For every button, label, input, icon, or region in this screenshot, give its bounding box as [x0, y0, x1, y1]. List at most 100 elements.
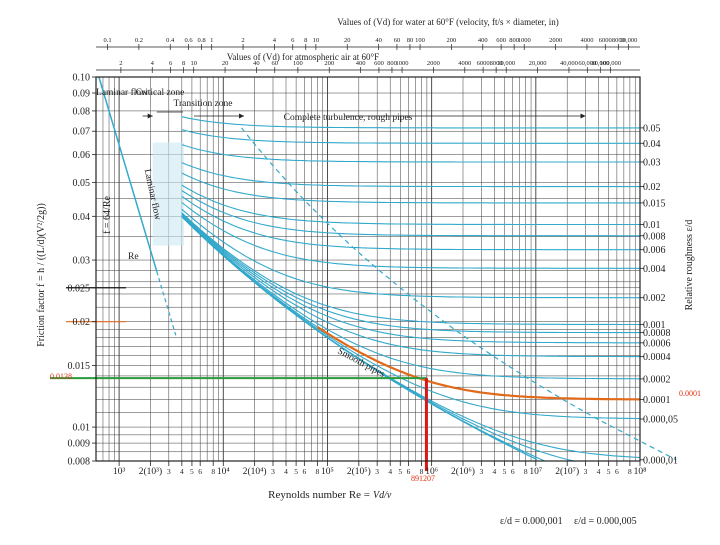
x-tick-label: 5 — [190, 467, 194, 476]
top-axis-2-tick-label: 8000 — [490, 60, 503, 67]
zone-critical-label: Critical zone — [136, 88, 185, 98]
top-axis-1-label: Values of (Vd) for water at 60°F (veloci… — [337, 17, 558, 27]
y-tick-label: 0.09 — [73, 89, 91, 100]
roughness-tick-label: 0.006 — [643, 245, 666, 256]
y-tick-label: 0.02 — [73, 317, 91, 328]
x-tick-label: 8 — [420, 467, 424, 476]
x-tick-label: 10⁷ — [529, 467, 542, 477]
x-tick-label: 8 — [211, 467, 215, 476]
x-tick-label: 2(10⁵) — [347, 466, 371, 477]
top-axis-2-tick-label: 2000 — [427, 60, 440, 67]
y-tick-label: 0.10 — [73, 73, 91, 84]
y-tick-label: 0.04 — [73, 212, 91, 223]
y-axis-right-label: Relative roughness ε/d — [684, 220, 695, 311]
x-tick-label: 10⁶ — [425, 467, 438, 477]
x-tick-label: 5 — [398, 467, 402, 476]
x-tick-label: 3 — [584, 467, 588, 476]
top-axis-2-tick-label: 2 — [119, 60, 122, 67]
x-tick-label: 5 — [503, 467, 507, 476]
top-axis-2-tick-label: 6000 — [477, 60, 490, 67]
top-axis-2-tick-label: 4000 — [458, 60, 471, 67]
highlight-curve — [316, 326, 641, 401]
top-axis-1-tick-label: 8000 — [612, 37, 625, 44]
x-tick-label: 3 — [375, 467, 379, 476]
top-axis-2-tick-label: 10 — [190, 60, 197, 67]
top-axis-1-tick-label: 4 — [273, 37, 277, 44]
x-tick-label: 3 — [167, 467, 171, 476]
roughness-curve — [181, 129, 640, 144]
top-axis-2-tick-label: 60,000 — [578, 60, 596, 67]
top-axis-1-tick-label: 2 — [241, 37, 244, 44]
x-tick-label: 10⁴ — [217, 467, 231, 477]
x-tick-label: 6 — [302, 467, 306, 476]
roughness-curve — [181, 212, 640, 326]
x-tick-label: 2(10⁶) — [451, 466, 475, 477]
x-tick-label: 6 — [615, 467, 619, 476]
roughness-tick-label: 0.0001 — [643, 395, 671, 406]
zone-turbulence-label: Complete turbulence, rough pipes — [284, 113, 413, 123]
roughness-tick-label: 0.03 — [643, 157, 661, 168]
top-axis-1-tick-label: 400 — [478, 37, 488, 44]
x-tick-label: 4 — [492, 467, 496, 476]
top-axis-1-tick-label: 20 — [344, 37, 351, 44]
rough-label-b: ε/d = 0.000,005 — [574, 516, 637, 527]
roughness-tick-label: 0.001 — [643, 320, 666, 331]
top-axis-2-tick-label: 6 — [169, 60, 173, 67]
x-tick-label: 2(10⁴) — [243, 466, 267, 477]
laminar-formula-label: f = 64/Re — [102, 196, 113, 234]
x-tick-label: 8 — [524, 467, 528, 476]
top-axis-2-tick-label: 10,000 — [497, 60, 515, 67]
top-axis-1-tick-label: 600 — [496, 37, 506, 44]
top-axis-2-tick-label: 40,000 — [560, 60, 578, 67]
top-axis-1-tick-label: 80 — [407, 37, 414, 44]
x-tick-label: 2(10³) — [139, 466, 162, 477]
roughness-curve — [181, 208, 640, 299]
x-tick-label: 6 — [198, 467, 202, 476]
top-axis-1-tick-label: 1000 — [518, 37, 531, 44]
top-axis-2-tick-label: 60 — [272, 60, 279, 67]
roughness-tick-label: 0.002 — [643, 293, 666, 304]
roughness-tick-label: 0.004 — [643, 264, 666, 275]
y-tick-label: 0.015 — [68, 361, 91, 372]
top-axis-2-tick-label: 100,000 — [600, 60, 621, 67]
top-axis-1-tick-label: 40 — [375, 37, 382, 44]
roughness-curve — [181, 215, 640, 380]
y-tick-label: 0.08 — [73, 106, 91, 117]
series-curves — [50, 76, 677, 471]
roughness-curve — [181, 144, 640, 163]
top-axis-2-tick-label: 4 — [151, 60, 155, 67]
roughness-tick-label: 0.01 — [643, 220, 661, 231]
x-tick-label: 10⁸ — [634, 467, 647, 477]
x-tick-label: 3 — [479, 467, 483, 476]
top-axis-2-tick-label: 800 — [387, 60, 397, 67]
top-axis-2-tick-label: 8 — [182, 60, 185, 67]
y-tick-label: 0.009 — [68, 439, 91, 450]
turbulence-zone-arrow-head — [580, 113, 586, 119]
x-tick-label: 10³ — [113, 467, 126, 477]
top-axis-1-tick-label: 100 — [415, 37, 425, 44]
x-tick-label: 6 — [407, 467, 411, 476]
roughness-curve — [181, 213, 640, 344]
top-axis-1-tick-label: 1 — [210, 37, 213, 44]
x-axis-label: Reynolds number Re = — [268, 489, 370, 501]
laminar-flow-line — [98, 76, 158, 272]
top-axis-1-tick-label: 0.2 — [135, 37, 143, 44]
top-axis-1-tick-label: 10 — [313, 37, 320, 44]
top-axis-1-tick-label: 4000 — [580, 37, 593, 44]
y-tick-label: 0.03 — [73, 256, 91, 267]
roughness-curve — [181, 172, 640, 204]
roughness-curve — [181, 214, 640, 358]
top-axis-2-tick-label: 200 — [324, 60, 334, 67]
y-tick-label: 0.025 — [68, 283, 91, 294]
highlight-f-label: 0.0138 — [50, 372, 72, 381]
roughness-curve — [181, 213, 640, 334]
x-tick-label: 10⁵ — [321, 467, 334, 477]
rough-label-a: ε/d = 0.000,001 — [500, 516, 563, 527]
roughness-tick-label: 0.0008 — [643, 328, 671, 339]
y-tick-label: 0.008 — [68, 457, 91, 468]
transition-zone-shading — [152, 142, 185, 246]
x-tick-label: 5 — [294, 467, 298, 476]
top-axis-1-tick-label: 0.4 — [166, 37, 175, 44]
highlight-roughness-label: 0.0001 — [679, 389, 701, 398]
